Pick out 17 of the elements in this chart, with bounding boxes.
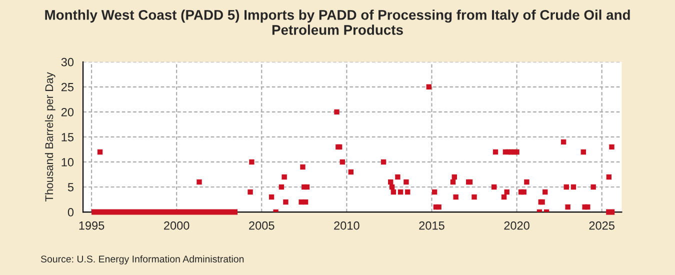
y-axis-title: Thousand Barrels per Day: [44, 72, 56, 202]
y-tick-label: 5: [68, 183, 74, 192]
y-tick-label: 25: [61, 82, 74, 92]
x-tick-label: 2000: [164, 221, 190, 230]
source-note: Source: U.S. Energy Information Administration: [40, 255, 244, 264]
x-tick-label: 2010: [334, 221, 360, 230]
x-tick-label: 2005: [249, 221, 274, 230]
x-tick-label: 2020: [504, 221, 530, 230]
y-tick-label: 20: [61, 108, 74, 116]
x-tick-label: 2025: [589, 221, 614, 230]
y-tick-label: 0: [68, 208, 74, 216]
x-tick-label: 1995: [79, 221, 104, 230]
x-tick-label: 2015: [419, 221, 444, 230]
chart-title: Monthly West Coast (PADD 5) Imports by PADD of Processing from Italy of Crude Oil and Petroleum Products: [45, 10, 630, 35]
y-tick-label: 15: [62, 133, 74, 142]
y-tick-label: 10: [62, 158, 74, 166]
y-tick-label: 30: [61, 58, 74, 66]
